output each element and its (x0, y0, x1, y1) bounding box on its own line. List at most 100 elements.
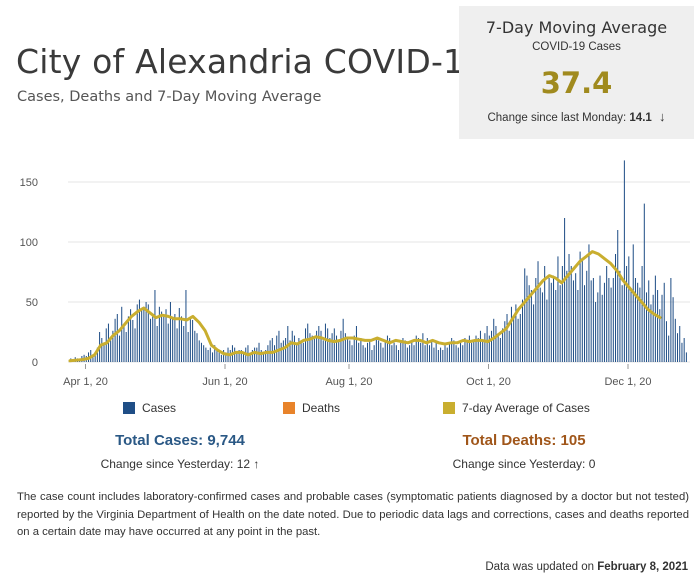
case-bar (457, 347, 459, 362)
case-bar (353, 335, 355, 362)
case-bar (362, 345, 364, 362)
case-bar (590, 280, 592, 362)
case-bar (685, 352, 687, 362)
cases-change: Change since Yesterday: 12 ↑ (60, 457, 300, 471)
case-bar (424, 345, 426, 362)
case-bar (351, 345, 353, 362)
case-bar (276, 335, 278, 362)
case-bar (646, 292, 648, 362)
case-bar (415, 335, 417, 362)
case-bar (116, 314, 118, 362)
case-bar (634, 278, 636, 362)
total-cases: Total Cases: 9,744 (115, 432, 245, 449)
deaths-swatch-icon (283, 402, 295, 414)
arrow-down-icon: ↓ (659, 109, 666, 124)
case-bar (479, 330, 481, 362)
legend-item-deaths[interactable]: Deaths (283, 401, 340, 415)
case-bar (92, 357, 94, 362)
case-bar (555, 290, 557, 362)
case-bar (355, 326, 357, 362)
case-bar (615, 254, 617, 362)
legend-item-cases[interactable]: Cases (123, 401, 176, 415)
case-bar (486, 326, 488, 362)
kpi-subtitle: COVID-19 Cases (532, 41, 621, 53)
case-bar (200, 342, 202, 362)
case-bar (150, 318, 152, 362)
case-bar (313, 338, 315, 362)
case-bar (280, 342, 282, 362)
case-bar (451, 338, 453, 362)
case-bar (218, 352, 220, 362)
case-bar (238, 350, 240, 362)
case-bar (110, 340, 112, 362)
case-bar (393, 342, 395, 362)
case-bar (681, 342, 683, 362)
case-bar (533, 304, 535, 362)
case-bar (575, 273, 577, 362)
case-bar (94, 352, 96, 362)
case-bar (497, 333, 499, 362)
case-bar (659, 309, 661, 362)
case-bar (557, 256, 559, 362)
case-bar (265, 350, 267, 362)
case-bar (282, 340, 284, 362)
case-bar (274, 345, 276, 362)
case-bar (389, 338, 391, 362)
case-bar (462, 345, 464, 362)
legend-item-avg[interactable]: 7-day Average of Cases (443, 401, 590, 415)
case-bar (311, 335, 313, 362)
case-bar (482, 340, 484, 362)
case-bar (617, 230, 619, 362)
case-bar (654, 275, 656, 362)
case-bar (327, 328, 329, 362)
case-bar (610, 287, 612, 362)
case-bar (364, 347, 366, 362)
case-bar (291, 330, 293, 362)
case-bar (105, 328, 107, 362)
case-bar (510, 306, 512, 362)
case-bar (307, 323, 309, 362)
case-bar (502, 328, 504, 362)
case-bar (172, 318, 174, 362)
case-bar (156, 326, 158, 362)
case-bar (329, 338, 331, 362)
case-bar (544, 266, 546, 362)
case-bar (336, 335, 338, 362)
case-bar (628, 256, 630, 362)
kpi-change-label: Change since last Monday: (487, 112, 627, 124)
case-bar (119, 335, 121, 362)
case-bar (216, 350, 218, 362)
average-line (68, 250, 662, 363)
kpi-change: Change since last Monday: 14.1 ↓ (459, 109, 694, 124)
case-bar (433, 347, 435, 362)
case-bar (249, 354, 251, 362)
case-bar (196, 333, 198, 362)
case-bar (409, 345, 411, 362)
case-bar (648, 280, 650, 362)
case-bar (395, 345, 397, 362)
chart-legend: Cases Deaths 7-day Average of Cases (0, 401, 700, 419)
case-bar (455, 345, 457, 362)
case-bar (309, 333, 311, 362)
case-bar (466, 340, 468, 362)
case-bar (192, 320, 194, 362)
case-bar (386, 335, 388, 362)
case-bar (641, 266, 643, 362)
case-bar (240, 350, 242, 362)
case-bar (581, 258, 583, 362)
case-bar (154, 290, 156, 362)
x-tick-label: Jun 1, 20 (202, 376, 247, 388)
case-bar (402, 338, 404, 362)
case-bar (358, 342, 360, 362)
case-bar (132, 320, 134, 362)
case-bar (136, 304, 138, 362)
case-bar (491, 330, 493, 362)
case-bar (464, 338, 466, 362)
case-bar (167, 323, 169, 362)
case-bar (205, 347, 207, 362)
case-bar (526, 275, 528, 362)
case-bar (548, 278, 550, 362)
case-bar (475, 335, 477, 362)
case-bar (422, 333, 424, 362)
case-bar (522, 299, 524, 362)
